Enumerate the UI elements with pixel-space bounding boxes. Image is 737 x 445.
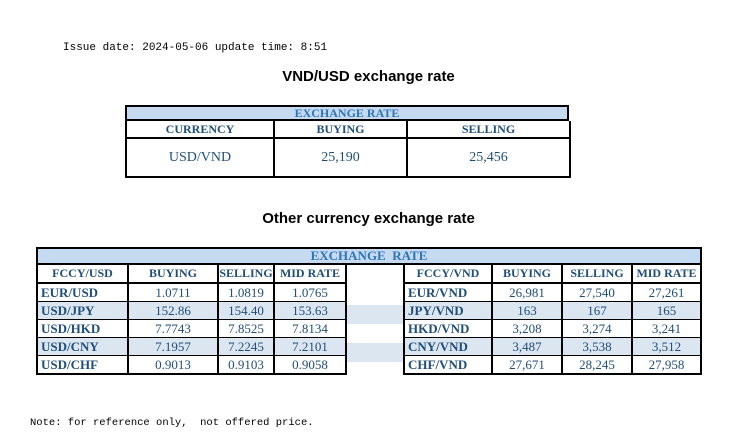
- table-row: EUR/VND 26,981 27,540 27,261: [403, 282, 702, 302]
- col-header-fccy-vnd: FCCY/VND: [403, 265, 493, 284]
- buying-cell: 7.1957: [127, 337, 219, 356]
- header-row: FCCY/VND BUYING SELLING MID RATE: [403, 265, 702, 284]
- currency-pair-cell: USD/VND: [125, 137, 275, 178]
- selling-cell: 3,538: [561, 337, 633, 356]
- gap-cell: [347, 324, 403, 343]
- col-header-mid-rate: MID RATE: [631, 265, 702, 284]
- vnd-usd-rate-grid: CURRENCY BUYING SELLING USD/VND 25,190 2…: [125, 121, 571, 178]
- col-header-currency: CURRENCY: [125, 121, 275, 139]
- table-row: USD/VND 25,190 25,456: [125, 137, 571, 178]
- buying-cell: 163: [491, 301, 563, 320]
- currency-pair-cell: EUR/VND: [403, 282, 493, 302]
- mid-rate-cell: 27,261: [631, 282, 702, 302]
- col-header-mid-rate: MID RATE: [273, 265, 347, 284]
- gap-cell: [347, 265, 403, 286]
- selling-cell: 167: [561, 301, 633, 320]
- currency-pair-cell: EUR/USD: [36, 282, 129, 302]
- selling-cell: 0.9103: [217, 355, 275, 375]
- table-row: USD/HKD 7.7743 7.8525 7.8134: [36, 319, 347, 338]
- table-row: HKD/VND 3,208 3,274 3,241: [403, 319, 702, 338]
- other-currency-heading: Other currency exchange rate: [262, 210, 475, 227]
- gap-cell: [347, 305, 403, 324]
- buying-cell: 26,981: [491, 282, 563, 302]
- selling-cell: 28,245: [561, 355, 633, 375]
- mid-rate-cell: 0.9058: [273, 355, 347, 375]
- gap-cell: [347, 343, 403, 362]
- table-row: USD/CHF 0.9013 0.9103 0.9058: [36, 355, 347, 375]
- issue-date-line: Issue date: 2024-05-06 update time: 8:51: [63, 42, 328, 54]
- table-row: USD/JPY 152.86 154.40 153.63: [36, 301, 347, 320]
- mid-rate-cell: 7.2101: [273, 337, 347, 356]
- table-row: CHF/VND 27,671 28,245 27,958: [403, 355, 702, 375]
- buying-cell: 7.7743: [127, 319, 219, 338]
- buying-cell: 1.0711: [127, 282, 219, 302]
- col-header-selling: SELLING: [217, 265, 275, 284]
- buying-cell: 3,487: [491, 337, 563, 356]
- mid-rate-cell: 165: [631, 301, 702, 320]
- buying-cell: 0.9013: [127, 355, 219, 375]
- currency-pair-cell: CHF/VND: [403, 355, 493, 375]
- buying-cell: 3,208: [491, 319, 563, 338]
- mid-rate-cell: 3,241: [631, 319, 702, 338]
- selling-cell: 3,274: [561, 319, 633, 338]
- vnd-usd-heading: VND/USD exchange rate: [282, 68, 455, 85]
- currency-pair-cell: USD/CNY: [36, 337, 129, 356]
- buying-cell: 27,671: [491, 355, 563, 375]
- mid-rate-cell: 3,512: [631, 337, 702, 356]
- selling-cell: 27,540: [561, 282, 633, 302]
- currency-pair-cell: JPY/VND: [403, 301, 493, 320]
- col-header-buying: BUYING: [491, 265, 563, 284]
- currency-pair-cell: CNY/VND: [403, 337, 493, 356]
- note-line: Note: for reference only, not offered pr…: [30, 417, 314, 429]
- col-header-buying: BUYING: [127, 265, 219, 284]
- table-row: JPY/VND 163 167 165: [403, 301, 702, 320]
- table-row: USD/CNY 7.1957 7.2245 7.2101: [36, 337, 347, 356]
- currency-pair-cell: HKD/VND: [403, 319, 493, 338]
- fccy-usd-grid: FCCY/USD BUYING SELLING MID RATE EUR/USD…: [36, 265, 347, 375]
- fccy-vnd-grid: FCCY/VND BUYING SELLING MID RATE EUR/VND…: [403, 265, 702, 375]
- currency-pair-cell: USD/HKD: [36, 319, 129, 338]
- header-row: FCCY/USD BUYING SELLING MID RATE: [36, 265, 347, 284]
- col-header-selling: SELLING: [561, 265, 633, 284]
- selling-cell: 1.0819: [217, 282, 275, 302]
- gap-cell: [347, 362, 403, 381]
- col-header-fccy-usd: FCCY/USD: [36, 265, 129, 284]
- mid-rate-cell: 27,958: [631, 355, 702, 375]
- selling-cell: 25,456: [406, 137, 571, 178]
- selling-cell: 154.40: [217, 301, 275, 320]
- mid-rate-cell: 153.63: [273, 301, 347, 320]
- buying-cell: 152.86: [127, 301, 219, 320]
- mid-rate-cell: 7.8134: [273, 319, 347, 338]
- col-header-buying: BUYING: [273, 121, 408, 139]
- selling-cell: 7.2245: [217, 337, 275, 356]
- other-currency-table-title: EXCHANGE RATE: [36, 247, 702, 265]
- table-row: CNY/VND 3,487 3,538 3,512: [403, 337, 702, 356]
- header-row: CURRENCY BUYING SELLING: [125, 121, 571, 139]
- selling-cell: 7.8525: [217, 319, 275, 338]
- currency-pair-cell: USD/JPY: [36, 301, 129, 320]
- other-currency-table: EXCHANGE RATE FCCY/USD BUYING SELLING MI…: [36, 247, 702, 381]
- gap-cell: [347, 286, 403, 305]
- mid-rate-cell: 1.0765: [273, 282, 347, 302]
- col-header-selling: SELLING: [406, 121, 571, 139]
- buying-cell: 25,190: [273, 137, 408, 178]
- table-row: EUR/USD 1.0711 1.0819 1.0765: [36, 282, 347, 302]
- vnd-usd-table-title: EXCHANGE RATE: [125, 105, 569, 121]
- table-gap-column: [347, 265, 403, 381]
- vnd-usd-table: EXCHANGE RATE CURRENCY BUYING SELLING US…: [125, 105, 571, 178]
- currency-pair-cell: USD/CHF: [36, 355, 129, 375]
